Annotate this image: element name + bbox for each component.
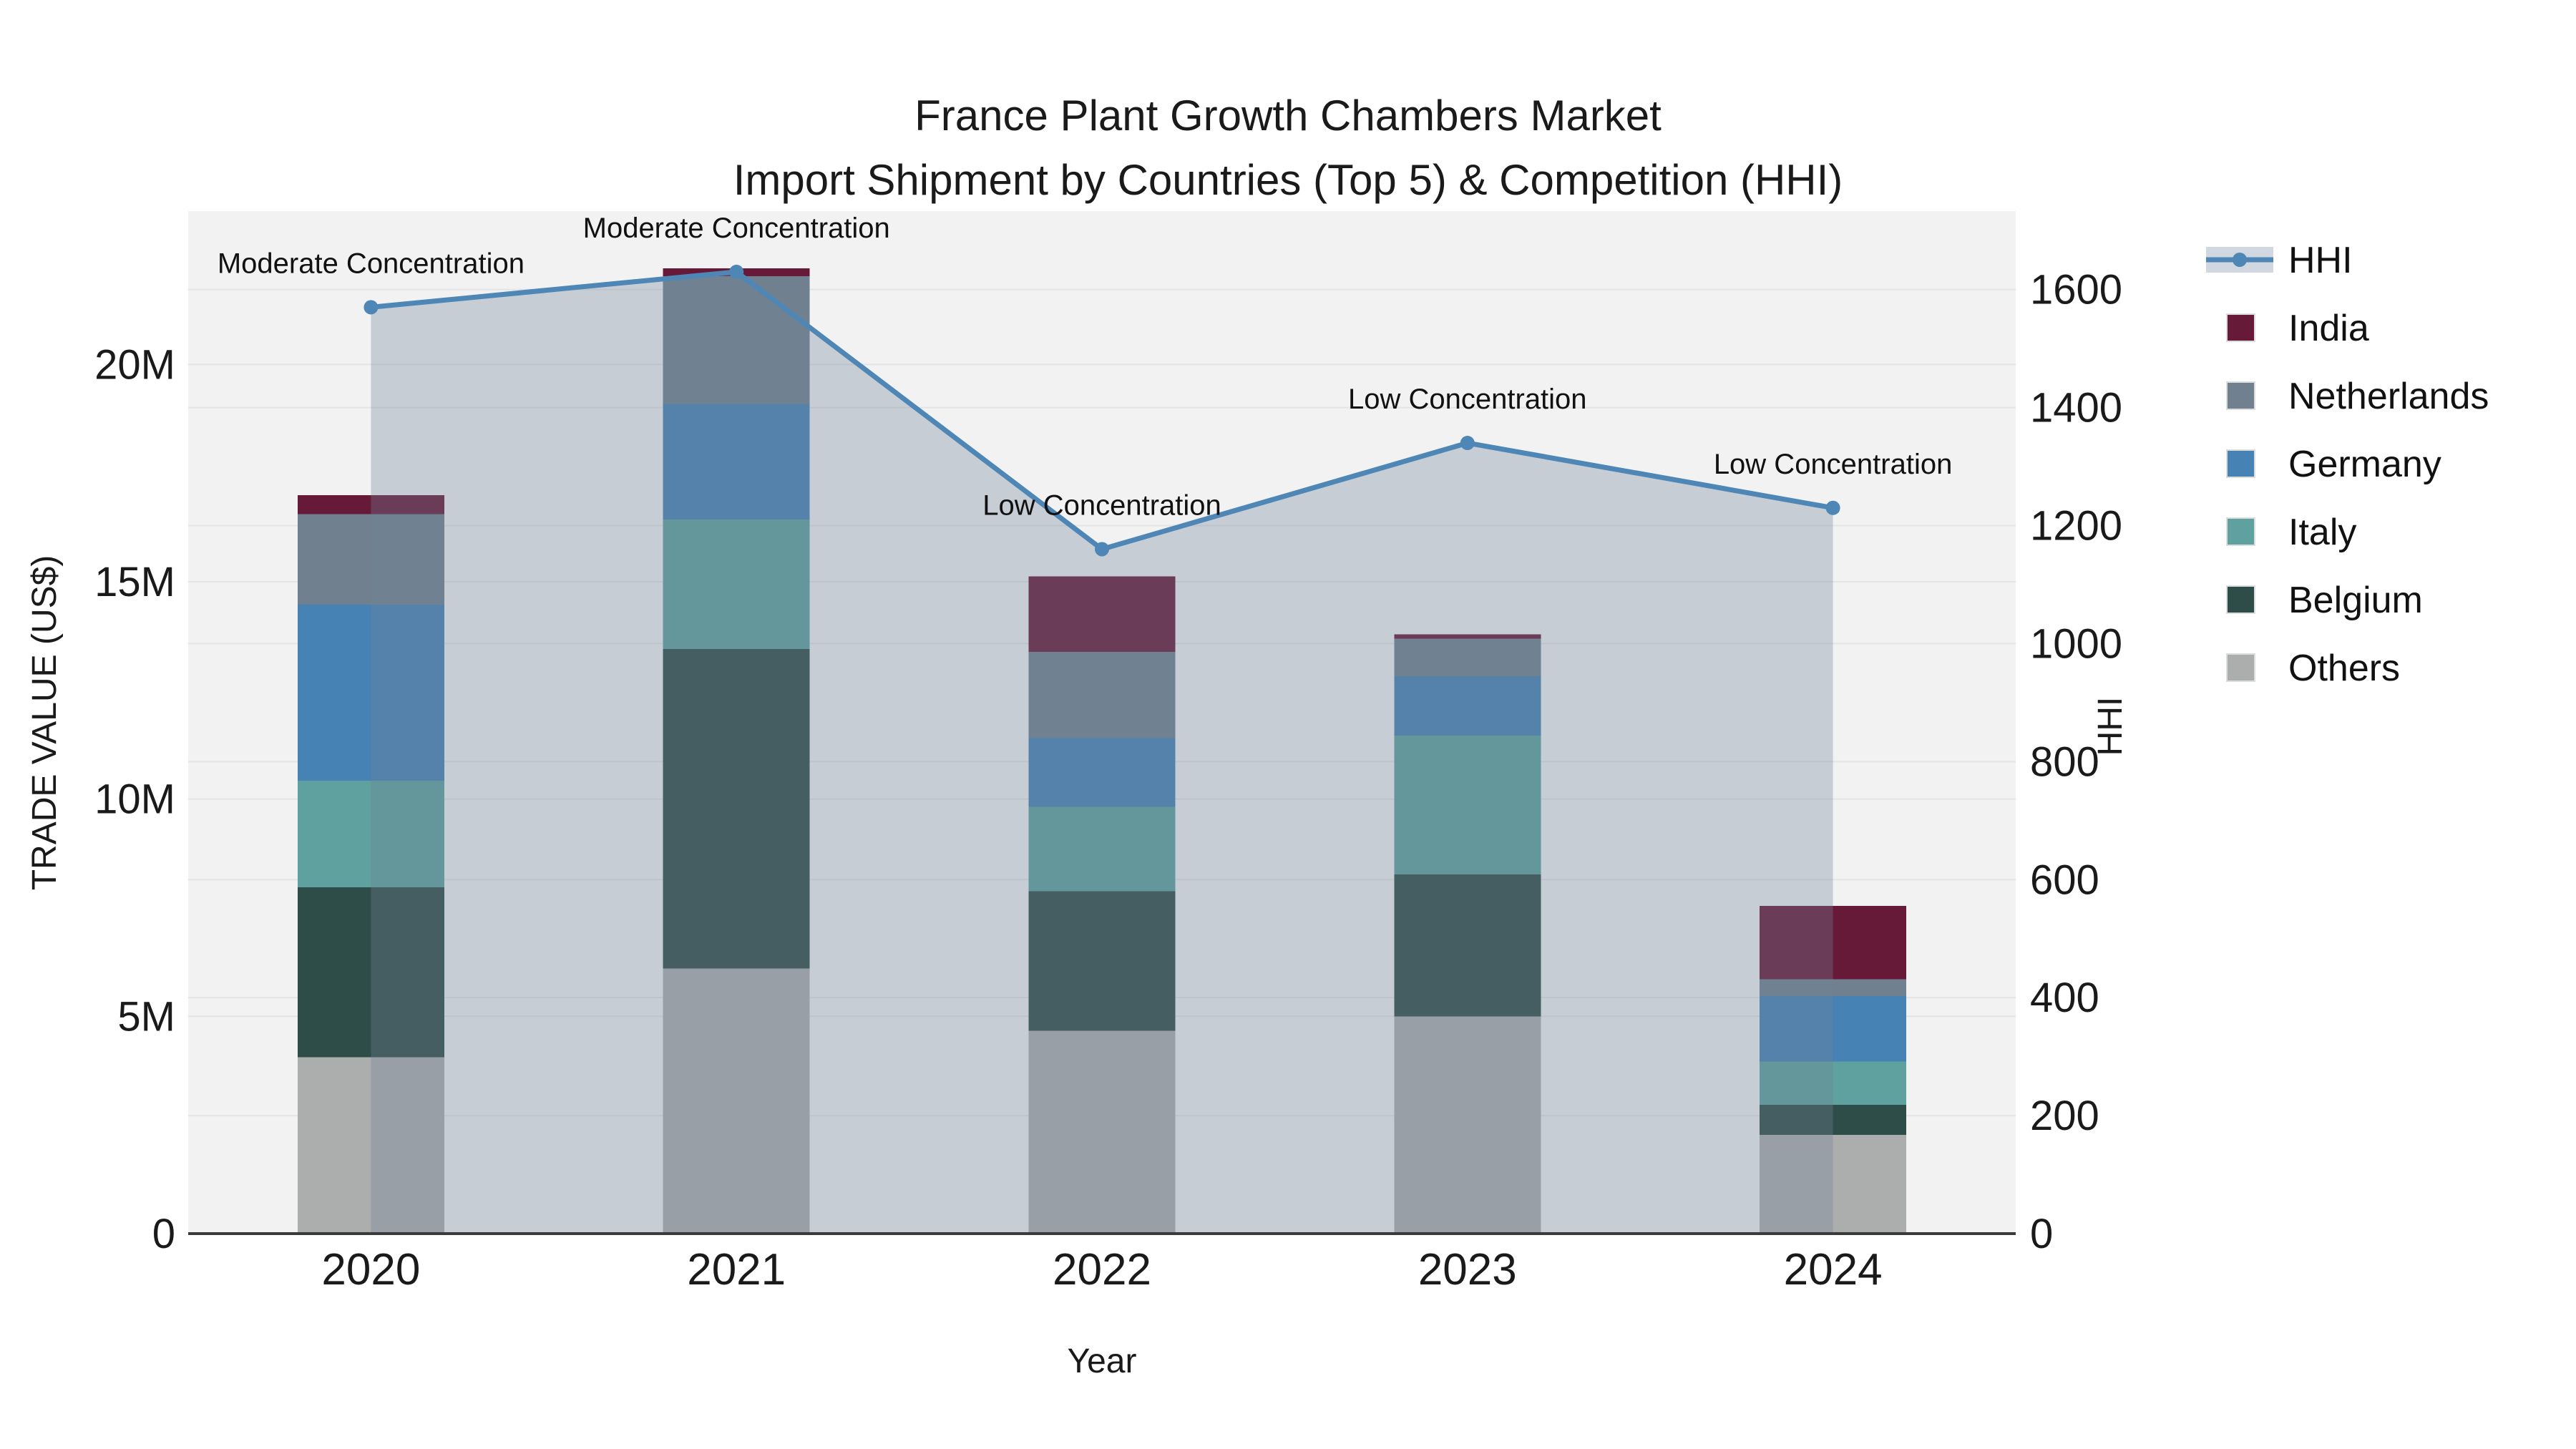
bar-segment-germany-2022[interactable]	[1028, 738, 1176, 807]
y-left-tick-15M: 15M	[94, 559, 175, 605]
bar-segment-netherlands-2024[interactable]	[1760, 979, 1907, 996]
bar-segment-india-2023[interactable]	[1394, 634, 1541, 639]
legend-item-italy[interactable]: Italy	[2226, 512, 2356, 553]
legend-swatch-italy	[2226, 517, 2255, 546]
legend-swatch-india	[2226, 313, 2255, 342]
hhi-area-layer	[371, 271, 1833, 1234]
x-tick-2022: 2022	[1053, 1245, 1151, 1294]
y-right-tick-200: 200	[2030, 1093, 2099, 1139]
y-right-tick-600: 600	[2030, 857, 2099, 903]
bar-segment-italy-2022[interactable]	[1028, 806, 1176, 892]
bar-segment-belgium-2020[interactable]	[297, 887, 444, 1058]
bar-segment-netherlands-2020[interactable]	[297, 514, 444, 605]
legend-swatch-others	[2226, 653, 2255, 682]
legend-swatch-germany	[2226, 449, 2255, 478]
legend-label-india: India	[2288, 308, 2369, 349]
y-left-tick-5M: 5M	[117, 993, 175, 1040]
y-left-tick-0: 0	[152, 1211, 175, 1257]
x-tick-2021: 2021	[687, 1245, 786, 1294]
legend-swatch-netherlands	[2226, 381, 2255, 410]
x-tick-2020: 2020	[321, 1245, 420, 1294]
legend-item-belgium[interactable]: Belgium	[2226, 580, 2423, 621]
bar-stacks	[297, 268, 1907, 1234]
tick-labels: 2020 2021 2022 2023 2024 0 5M 10M 15M 20M 0 200 400 6…	[94, 267, 2122, 1294]
y-left-axis-title: TRADE VALUE (US$)	[26, 555, 64, 891]
y-right-tick-1000: 1000	[2030, 620, 2122, 667]
hhi-point-2022[interactable]	[1095, 542, 1109, 557]
y-left-tick-20M: 20M	[94, 341, 175, 388]
legend-label-others: Others	[2288, 648, 2400, 689]
chart-title-line1: France Plant Growth Chambers Market	[914, 92, 1662, 140]
y-right-tick-800: 800	[2030, 738, 2099, 785]
y-left-tick-10M: 10M	[94, 776, 175, 823]
y-right-axis-title: HHI	[2092, 697, 2129, 756]
annotation-2020: Moderate Concentration	[218, 248, 525, 279]
legend-hhi-marker-icon	[2233, 253, 2247, 267]
legend-label-germany: Germany	[2288, 444, 2441, 485]
legend-item-netherlands[interactable]: Netherlands	[2226, 376, 2489, 417]
bar-segment-germany-2023[interactable]	[1394, 675, 1541, 736]
bar-segment-belgium-2024[interactable]	[1760, 1105, 1907, 1136]
bar-segment-belgium-2022[interactable]	[1028, 891, 1176, 1031]
bar-segment-others-2024[interactable]	[1760, 1135, 1907, 1234]
legend-swatch-belgium	[2226, 585, 2255, 614]
legend: HHI India Netherlands Germany Italy Belgium Ot…	[2206, 240, 2489, 689]
legend-label-italy: Italy	[2288, 512, 2356, 553]
hhi-line-layer	[364, 264, 1840, 557]
y-right-tick-400: 400	[2030, 975, 2099, 1021]
bar-segment-netherlands-2022[interactable]	[1028, 651, 1176, 738]
bar-segment-italy-2021[interactable]	[663, 519, 810, 650]
bar-segment-india-2020[interactable]	[297, 495, 444, 514]
legend-item-others[interactable]: Others	[2226, 648, 2400, 689]
annotation-2023: Low Concentration	[1348, 384, 1587, 415]
x-tick-2023: 2023	[1418, 1245, 1517, 1294]
bar-segment-germany-2020[interactable]	[297, 605, 444, 781]
bar-segment-others-2022[interactable]	[1028, 1030, 1176, 1234]
bar-segment-italy-2020[interactable]	[297, 781, 444, 887]
legend-item-hhi[interactable]: HHI	[2206, 240, 2353, 281]
hhi-point-2023[interactable]	[1460, 436, 1475, 451]
annotation-2021: Moderate Concentration	[583, 213, 890, 244]
legend-label-belgium: Belgium	[2288, 580, 2423, 621]
bar-segment-india-2024[interactable]	[1760, 906, 1907, 980]
bar-segment-netherlands-2023[interactable]	[1394, 638, 1541, 676]
hhi-area-fill	[371, 271, 1833, 1234]
bar-segment-germany-2024[interactable]	[1760, 995, 1907, 1062]
annotations: Moderate Concentration Moderate Concentra…	[218, 213, 1953, 522]
bar-segment-italy-2023[interactable]	[1394, 736, 1541, 874]
legend-item-germany[interactable]: Germany	[2226, 444, 2441, 485]
annotation-2022: Low Concentration	[982, 489, 1221, 521]
legend-label-netherlands: Netherlands	[2288, 376, 2489, 417]
bar-segment-belgium-2021[interactable]	[663, 649, 810, 969]
bar-segment-others-2023[interactable]	[1394, 1016, 1541, 1234]
bar-segment-others-2020[interactable]	[297, 1057, 444, 1234]
bar-segment-netherlands-2021[interactable]	[663, 276, 810, 404]
chart-title-line2: Import Shipment by Countries (Top 5) & C…	[733, 156, 1843, 204]
legend-item-india[interactable]: India	[2226, 308, 2369, 349]
bar-segment-others-2021[interactable]	[663, 968, 810, 1234]
hhi-point-2021[interactable]	[729, 264, 744, 279]
bar-segment-india-2022[interactable]	[1028, 576, 1176, 652]
hhi-point-2024[interactable]	[1825, 500, 1840, 515]
x-tick-2024: 2024	[1784, 1245, 1883, 1294]
bar-segment-belgium-2023[interactable]	[1394, 874, 1541, 1017]
y-right-tick-1200: 1200	[2030, 503, 2122, 550]
bar-segment-italy-2024[interactable]	[1760, 1061, 1907, 1106]
bar-segment-germany-2021[interactable]	[663, 404, 810, 520]
x-axis-title: Year	[1068, 1342, 1137, 1380]
legend-label-hhi: HHI	[2288, 240, 2353, 281]
y-right-tick-1400: 1400	[2030, 385, 2122, 431]
hhi-point-2020[interactable]	[364, 300, 379, 315]
y-right-tick-0: 0	[2030, 1211, 2053, 1257]
annotation-2024: Low Concentration	[1714, 449, 1953, 480]
y-right-tick-1600: 1600	[2030, 267, 2122, 313]
